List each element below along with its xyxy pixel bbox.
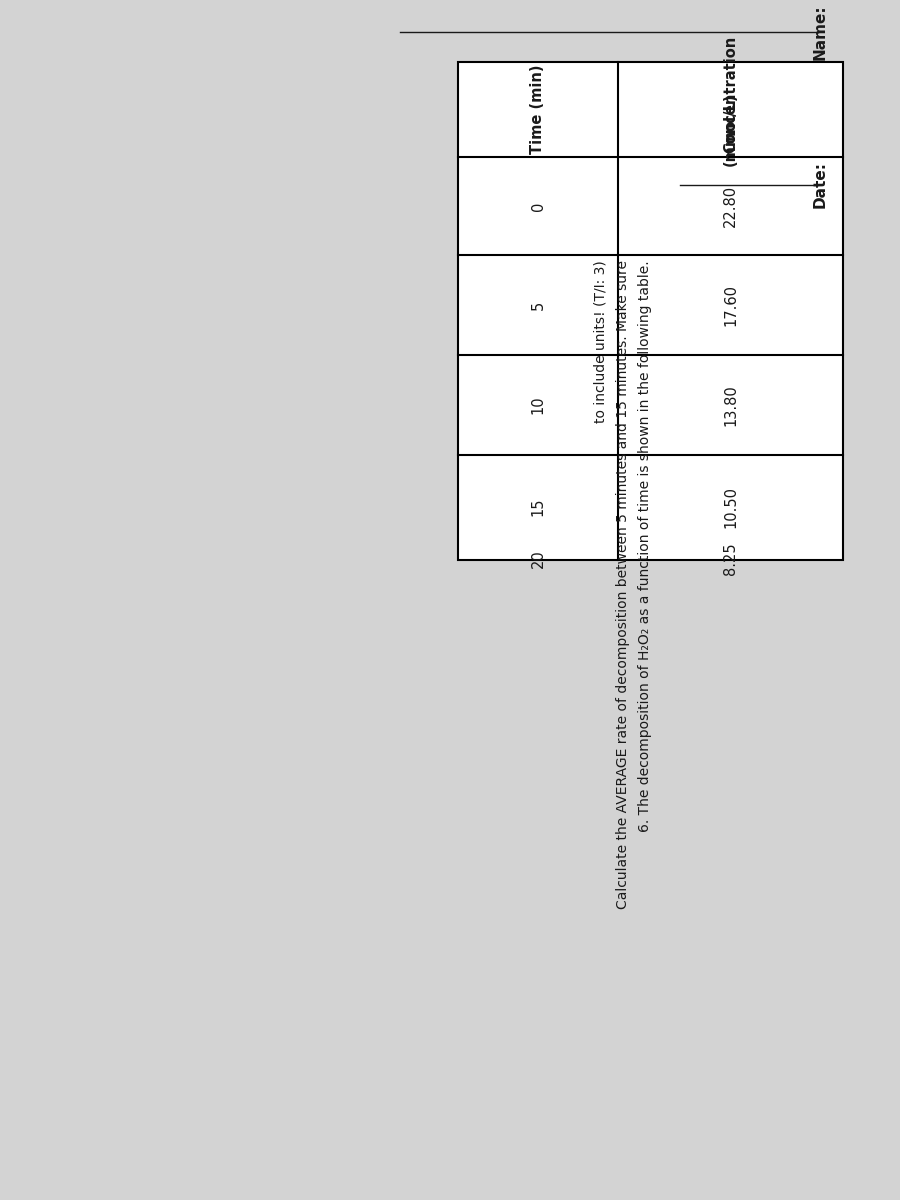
Text: 10.50: 10.50 (723, 486, 738, 528)
Text: 15: 15 (530, 497, 545, 516)
Text: Time (min): Time (min) (530, 65, 545, 155)
Text: 13.80: 13.80 (723, 384, 738, 426)
Text: 8.25: 8.25 (723, 542, 738, 575)
Bar (458, 62, 843, 560)
Text: 20: 20 (530, 550, 545, 569)
Text: 10: 10 (530, 396, 545, 414)
Text: to include units! (T/I: 3): to include units! (T/I: 3) (594, 260, 608, 422)
Text: 0: 0 (530, 202, 545, 211)
Text: Name:: Name: (813, 4, 827, 60)
Text: 17.60: 17.60 (723, 284, 738, 326)
Text: Calculate the AVERAGE rate of decomposition between 5 minutes and 15 minutes. Ma: Calculate the AVERAGE rate of decomposit… (616, 260, 630, 910)
Text: 6. The decomposition of H₂O₂ as a function of time is shown in the following tab: 6. The decomposition of H₂O₂ as a functi… (638, 260, 652, 832)
Text: 22.80: 22.80 (723, 185, 738, 227)
Text: Date:: Date: (813, 162, 827, 209)
Text: Concentration: Concentration (723, 36, 738, 154)
Text: (mmol/L): (mmol/L) (723, 92, 738, 167)
Text: 5: 5 (530, 300, 545, 310)
